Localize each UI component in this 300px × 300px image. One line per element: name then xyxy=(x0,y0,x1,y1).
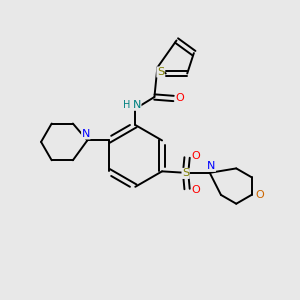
Text: O: O xyxy=(191,151,200,161)
Text: N: N xyxy=(133,100,141,110)
Text: N: N xyxy=(207,161,215,171)
Text: H: H xyxy=(123,100,131,110)
Text: N: N xyxy=(82,129,90,139)
Text: O: O xyxy=(255,190,264,200)
Text: O: O xyxy=(191,185,200,196)
Text: S: S xyxy=(182,168,189,178)
Text: O: O xyxy=(176,94,184,103)
Text: S: S xyxy=(157,67,164,77)
